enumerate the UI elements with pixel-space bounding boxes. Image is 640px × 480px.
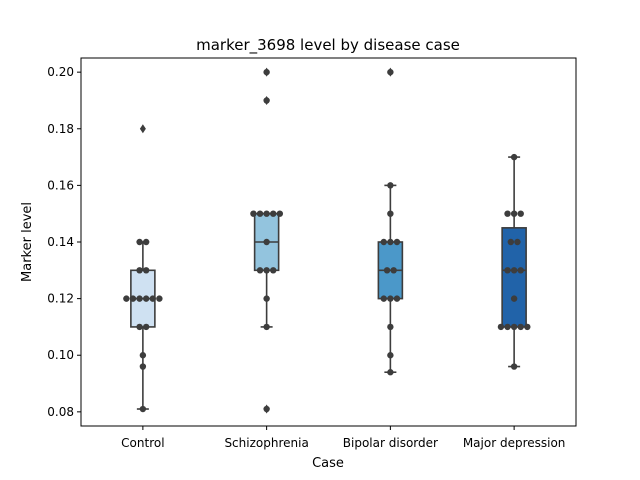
- data-point: [510, 153, 518, 161]
- data-point: [142, 295, 150, 302]
- data-point: [263, 405, 270, 413]
- data-point: [263, 97, 270, 104]
- chart-title: marker_3698 level by disease case: [196, 36, 460, 55]
- data-point: [136, 295, 143, 302]
- y-tick-label: 0.16: [47, 178, 74, 192]
- data-point: [387, 238, 394, 246]
- data-point: [504, 267, 511, 274]
- data-point: [256, 267, 264, 274]
- swarm-points: [123, 238, 163, 413]
- data-point: [136, 323, 143, 331]
- data-point: [387, 210, 394, 217]
- data-point: [510, 267, 518, 274]
- data-point: [263, 238, 270, 246]
- data-point: [142, 267, 150, 274]
- swarm-points: [250, 68, 284, 413]
- y-tick-label: 0.10: [47, 348, 74, 362]
- data-point: [136, 267, 143, 274]
- data-point: [387, 323, 394, 331]
- data-point: [393, 295, 401, 302]
- outlier-marker: [139, 124, 146, 134]
- data-point: [387, 182, 394, 189]
- data-point: [510, 210, 518, 217]
- y-tick-label: 0.14: [47, 235, 74, 249]
- data-point: [263, 267, 270, 274]
- data-point: [517, 267, 524, 274]
- data-point: [387, 352, 394, 359]
- x-axis: Control Schizophrenia Bipolar disorder Majo…: [121, 426, 565, 450]
- chart-marks: [123, 67, 531, 414]
- y-axis-label: Marker level: [20, 202, 35, 282]
- data-point: [524, 323, 531, 331]
- data-point: [142, 238, 150, 246]
- data-point: [504, 323, 511, 331]
- data-point: [136, 238, 143, 246]
- y-tick-label: 0.18: [47, 122, 74, 136]
- data-point: [510, 295, 518, 302]
- data-point: [510, 363, 518, 370]
- x-tick-label: Major depression: [463, 436, 566, 450]
- x-tick-label: Schizophrenia: [224, 436, 308, 450]
- data-point: [380, 238, 387, 246]
- data-point: [263, 295, 270, 302]
- data-point: [129, 295, 137, 302]
- y-tick-label: 0.20: [47, 65, 74, 79]
- data-point: [517, 210, 524, 217]
- data-point: [142, 323, 150, 331]
- data-point: [497, 323, 505, 331]
- data-point: [514, 238, 521, 246]
- data-point: [149, 295, 156, 302]
- x-tick-label: Bipolar disorder: [343, 436, 438, 450]
- data-point: [139, 352, 147, 359]
- data-point: [139, 363, 147, 370]
- data-point: [256, 210, 264, 217]
- data-point: [387, 68, 394, 76]
- y-tick-label: 0.08: [47, 405, 74, 419]
- data-point: [263, 68, 270, 76]
- data-point: [263, 210, 270, 217]
- data-point: [270, 267, 277, 274]
- data-point: [276, 210, 284, 217]
- data-point: [510, 323, 518, 331]
- data-point: [390, 267, 397, 274]
- data-point: [270, 210, 277, 217]
- x-tick-label: Control: [121, 436, 164, 450]
- data-point: [250, 210, 257, 217]
- data-point: [156, 295, 163, 302]
- y-tick-label: 0.12: [47, 292, 74, 306]
- data-point: [263, 323, 270, 331]
- swarm-points: [380, 68, 401, 376]
- data-point: [380, 295, 387, 302]
- data-point: [517, 323, 524, 331]
- data-point: [387, 295, 394, 302]
- data-point: [123, 295, 130, 302]
- box-group-major-depression: [501, 156, 527, 368]
- data-point: [507, 238, 515, 246]
- swarm-points: [497, 153, 531, 370]
- x-axis-label: Case: [312, 456, 344, 471]
- box: [501, 227, 527, 328]
- data-point: [393, 238, 401, 246]
- data-point: [383, 267, 391, 274]
- data-point: [139, 405, 147, 413]
- data-point: [504, 210, 511, 217]
- data-point: [387, 369, 394, 376]
- y-axis: 0.08 0.10 0.12 0.14 0.16 0.18 0.20: [47, 65, 81, 419]
